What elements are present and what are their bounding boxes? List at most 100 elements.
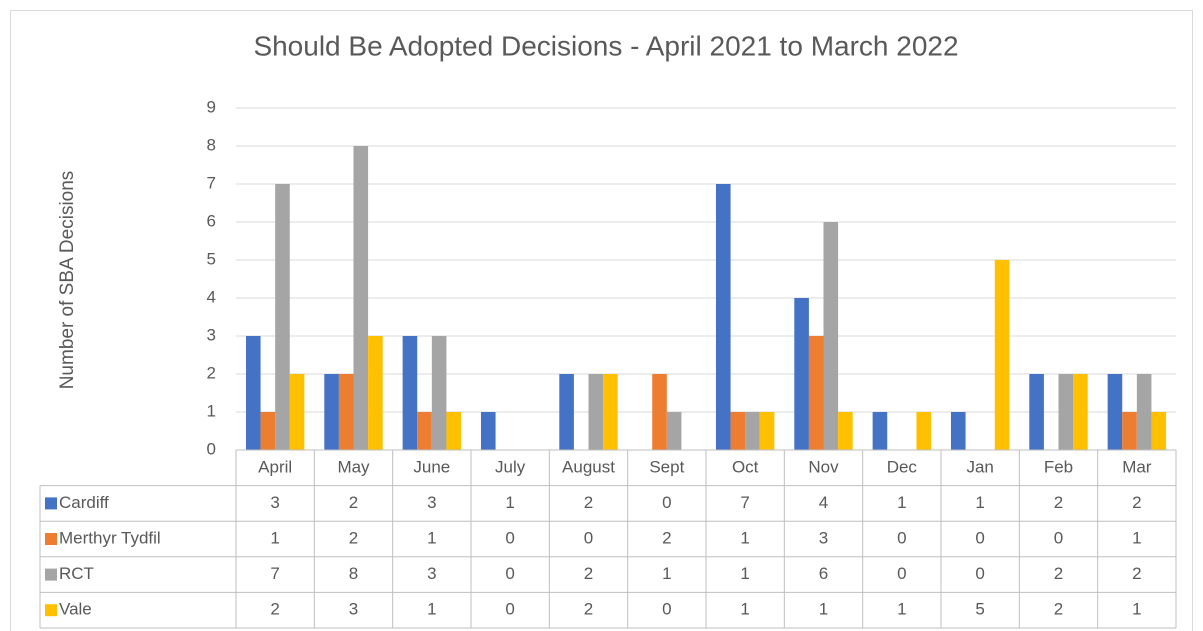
bar bbox=[1058, 374, 1074, 450]
bar bbox=[431, 336, 447, 450]
table-value: 3 bbox=[427, 564, 436, 583]
chart-title: Should Be Adopted Decisions - April 2021… bbox=[253, 30, 958, 61]
y-tick-label: 9 bbox=[207, 97, 216, 116]
bar bbox=[324, 374, 339, 450]
bar bbox=[950, 412, 966, 450]
legend-key bbox=[45, 497, 57, 510]
x-tick-label: Nov bbox=[808, 457, 839, 476]
table-value: 0 bbox=[897, 564, 906, 583]
bar bbox=[666, 412, 682, 450]
table-value: 1 bbox=[897, 493, 906, 512]
bar bbox=[1029, 374, 1044, 450]
x-tick-label: Mar bbox=[1122, 457, 1152, 476]
bar bbox=[823, 222, 839, 450]
table-value: 2 bbox=[1132, 564, 1141, 583]
legend-label: RCT bbox=[59, 564, 94, 583]
y-tick-label: 4 bbox=[207, 287, 216, 306]
table-value: 0 bbox=[662, 600, 671, 619]
table-value: 1 bbox=[662, 564, 671, 583]
table-value: 1 bbox=[975, 493, 984, 512]
table-value: 2 bbox=[349, 493, 358, 512]
x-tick-label: Sept bbox=[649, 457, 684, 476]
y-tick-label: 0 bbox=[207, 439, 216, 458]
table-value: 6 bbox=[819, 564, 828, 583]
table-value: 1 bbox=[740, 564, 749, 583]
bar bbox=[994, 260, 1010, 450]
table-value: 1 bbox=[897, 600, 906, 619]
table-value: 1 bbox=[1132, 600, 1141, 619]
bar bbox=[715, 184, 731, 450]
bar bbox=[1122, 412, 1137, 450]
x-tick-label: Oct bbox=[732, 457, 759, 476]
table-value: 0 bbox=[975, 528, 984, 547]
bar bbox=[652, 374, 667, 450]
table-value: 1 bbox=[740, 528, 749, 547]
table-value: 0 bbox=[975, 564, 984, 583]
x-tick-label: Jan bbox=[966, 457, 993, 476]
x-tick-label: July bbox=[495, 457, 526, 476]
bar bbox=[1107, 374, 1123, 450]
table-value: 3 bbox=[349, 600, 358, 619]
bar bbox=[1073, 374, 1088, 450]
bar bbox=[872, 412, 888, 450]
bar bbox=[402, 336, 418, 450]
x-tick-label: Dec bbox=[887, 457, 918, 476]
table-value: 2 bbox=[584, 564, 593, 583]
bar bbox=[480, 412, 496, 450]
bar bbox=[603, 374, 618, 450]
bar bbox=[289, 374, 305, 450]
bar bbox=[417, 412, 432, 450]
y-tick-label: 1 bbox=[207, 401, 216, 420]
table-value: 3 bbox=[270, 493, 279, 512]
table-value: 2 bbox=[349, 528, 358, 547]
legend-key bbox=[45, 533, 57, 545]
legend-label: Vale bbox=[59, 600, 92, 619]
table-value: 1 bbox=[740, 600, 749, 619]
table-value: 0 bbox=[505, 528, 514, 547]
table-value: 3 bbox=[819, 528, 828, 547]
y-tick-label: 8 bbox=[207, 135, 216, 154]
bar bbox=[838, 412, 853, 450]
x-tick-label: May bbox=[337, 457, 370, 476]
chart-border bbox=[10, 10, 1193, 631]
table-value: 1 bbox=[427, 528, 436, 547]
table-value: 2 bbox=[1054, 493, 1063, 512]
bar bbox=[794, 298, 809, 450]
table-value: 1 bbox=[270, 528, 279, 547]
y-tick-label: 3 bbox=[207, 325, 216, 344]
table-value: 3 bbox=[427, 493, 436, 512]
bar bbox=[916, 412, 932, 450]
table-value: 0 bbox=[1054, 528, 1063, 547]
bar bbox=[1136, 374, 1152, 450]
legend-label: Merthyr Tydfil bbox=[59, 528, 161, 547]
y-tick-label: 6 bbox=[207, 211, 216, 230]
y-tick-label: 2 bbox=[207, 363, 216, 382]
bar bbox=[588, 374, 604, 450]
table-value: 1 bbox=[1132, 528, 1141, 547]
table-value: 0 bbox=[897, 528, 906, 547]
bar bbox=[759, 412, 775, 450]
legend-key bbox=[45, 568, 57, 581]
y-tick-label: 7 bbox=[207, 173, 216, 192]
bar bbox=[245, 336, 261, 450]
x-tick-label: June bbox=[413, 457, 450, 476]
bar bbox=[559, 374, 574, 450]
bar bbox=[446, 412, 462, 450]
table-value: 1 bbox=[505, 493, 514, 512]
legend-label: Cardiff bbox=[59, 493, 109, 512]
bar bbox=[338, 374, 354, 450]
table-value: 0 bbox=[662, 493, 671, 512]
table-value: 1 bbox=[427, 600, 436, 619]
bar bbox=[730, 412, 746, 450]
table-value: 2 bbox=[662, 528, 671, 547]
bar bbox=[353, 146, 369, 450]
legend-key bbox=[45, 604, 57, 617]
x-tick-label: August bbox=[562, 457, 615, 476]
bar bbox=[275, 184, 290, 450]
table-value: 2 bbox=[1054, 564, 1063, 583]
table-value: 4 bbox=[819, 493, 828, 512]
table-value: 7 bbox=[740, 493, 749, 512]
y-axis-label: Number of SBA Decisions bbox=[57, 171, 78, 390]
table-value: 2 bbox=[1054, 600, 1063, 619]
